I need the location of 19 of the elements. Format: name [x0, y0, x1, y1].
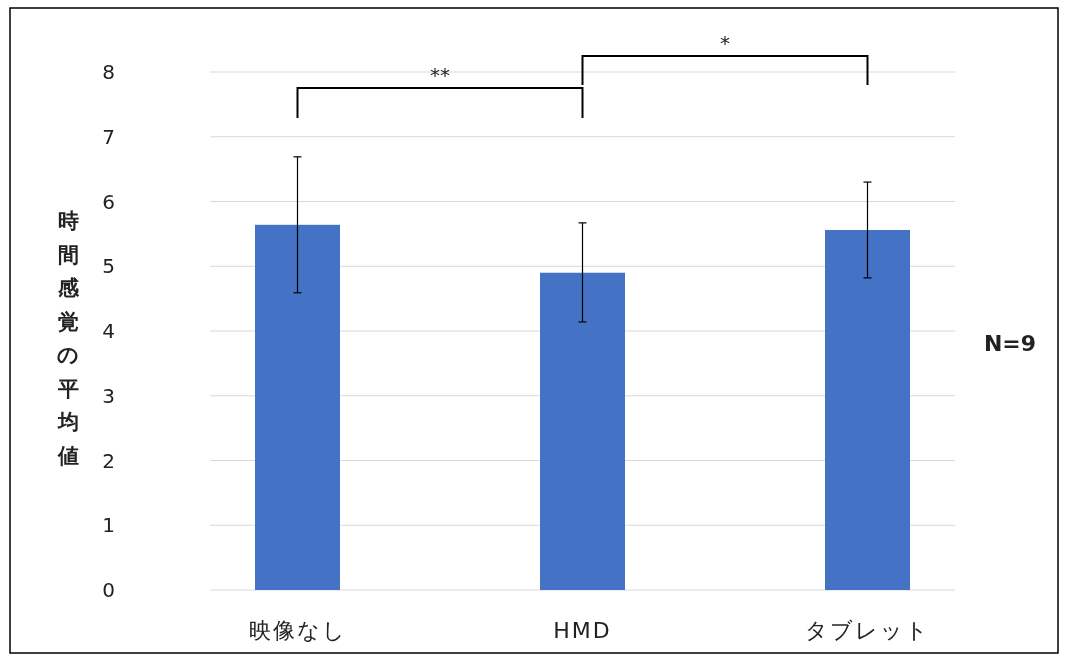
- y-tick-label: 7: [102, 124, 115, 149]
- y-tick-label: 6: [102, 189, 115, 214]
- x-tick-label: HMD: [553, 618, 612, 643]
- x-tick-label: タブレット: [805, 618, 930, 643]
- y-tick-label: 3: [102, 383, 115, 408]
- y-tick-label: 1: [102, 513, 115, 538]
- y-tick-label: 4: [102, 319, 115, 343]
- text: N=9: [983, 330, 1037, 356]
- bar: [540, 272, 625, 590]
- y-tick-label: 5: [102, 254, 115, 279]
- text: *: [720, 31, 730, 55]
- y-tick-label: 0: [102, 578, 115, 602]
- y-axis-title: 時間感覚の平均値: [56, 209, 80, 468]
- annotation: **: [430, 63, 450, 87]
- bar: [255, 224, 340, 590]
- bar: [825, 229, 910, 590]
- x-tick-label: 映像なし: [248, 618, 347, 643]
- y-tick-label: 8: [102, 60, 115, 84]
- y-tick-label: 2: [102, 448, 115, 473]
